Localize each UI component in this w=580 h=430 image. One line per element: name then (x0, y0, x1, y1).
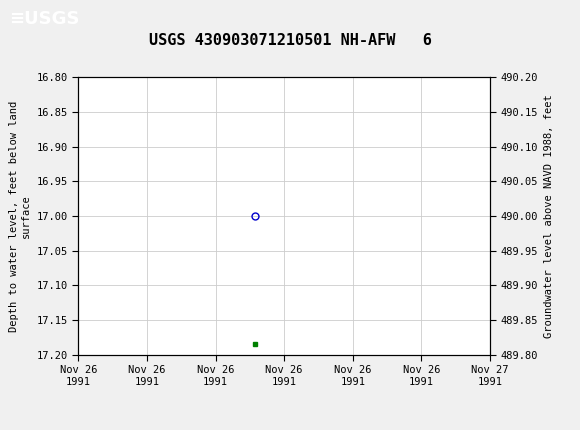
Y-axis label: Depth to water level, feet below land
surface: Depth to water level, feet below land su… (9, 101, 31, 332)
Text: ≡USGS: ≡USGS (9, 10, 79, 28)
Text: USGS 430903071210501 NH-AFW   6: USGS 430903071210501 NH-AFW 6 (148, 34, 432, 48)
Y-axis label: Groundwater level above NAVD 1988, feet: Groundwater level above NAVD 1988, feet (543, 94, 553, 338)
